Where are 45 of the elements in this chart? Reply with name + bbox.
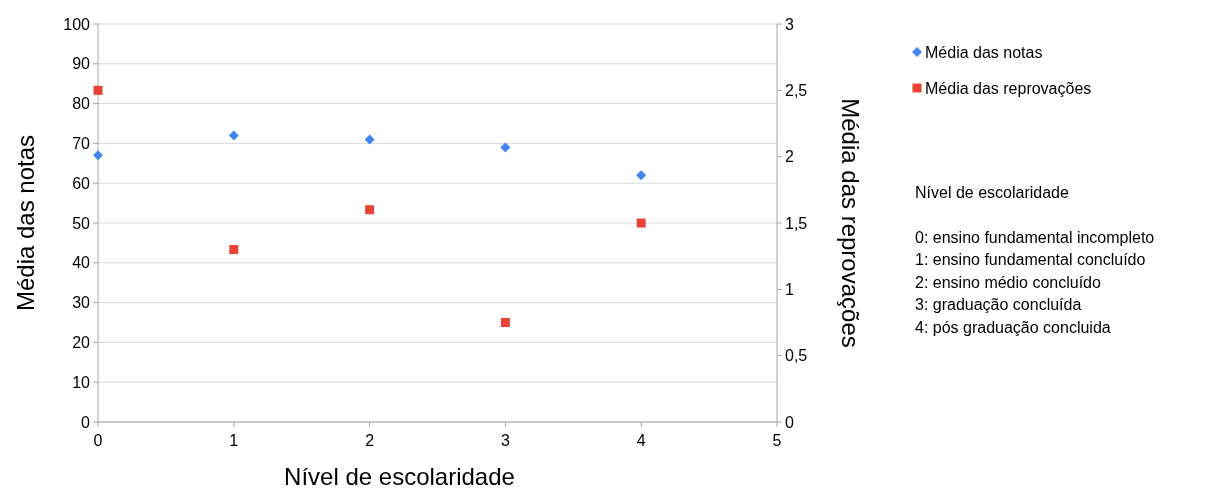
y2-tick-label: 1 [785,280,794,298]
y-tick-label: 90 [72,55,91,73]
y2-tick-label: 0,5 [785,347,808,365]
point [500,318,510,327]
y2-tick-label: 2,5 [785,81,808,99]
y-axis-title: Média das notas [12,134,39,312]
legend-label: Média das reprovações [925,79,1092,97]
y-tick-label: 30 [72,294,91,312]
point [364,134,375,145]
y-tick-label: 100 [63,15,91,33]
y-tick-label: 0 [81,413,91,431]
x-tick-label: 1 [229,432,239,449]
x-axis-title: Nível de escolaridade [284,463,515,490]
x-tick-label: 5 [772,432,782,449]
y-tick-label: 20 [72,334,91,351]
y2-tick-label: 3 [785,15,794,33]
y2-axis-title: Média das reprovações [837,98,864,348]
text: 2: ensino médio concluído [915,273,1101,291]
y2-tick-label: 1,5 [785,214,808,232]
x-tick-label: 3 [500,432,510,449]
x-tick-label: 4 [636,432,646,449]
point [636,170,647,181]
y2-tick-label: 2 [785,148,794,166]
point [365,205,375,215]
point [229,245,239,255]
point [93,85,103,95]
y-tick-label: 40 [72,254,91,272]
text: 3: graduação concluída [915,296,1082,314]
text: 1: ensino fundamental concluído [915,251,1146,269]
x-tick-label: 2 [365,432,375,449]
y-tick-label: 70 [72,135,91,152]
legend-label: Média das notas [925,43,1043,61]
point [636,218,646,228]
y-tick-label: 60 [72,174,91,192]
y-tick-label: 50 [72,214,91,232]
point [93,150,103,161]
y-tick-label: 80 [72,95,91,113]
x-tick-label: 0 [93,432,103,449]
y2-tick-label: 0 [785,413,794,431]
y-tick-label: 10 [72,373,91,391]
text: Nível de escolaridade [915,183,1069,201]
text: 4: pós graduação concluida [915,318,1111,336]
point [500,142,511,153]
point [228,130,239,141]
text: 0: ensino fundamental incompleto [915,228,1155,246]
